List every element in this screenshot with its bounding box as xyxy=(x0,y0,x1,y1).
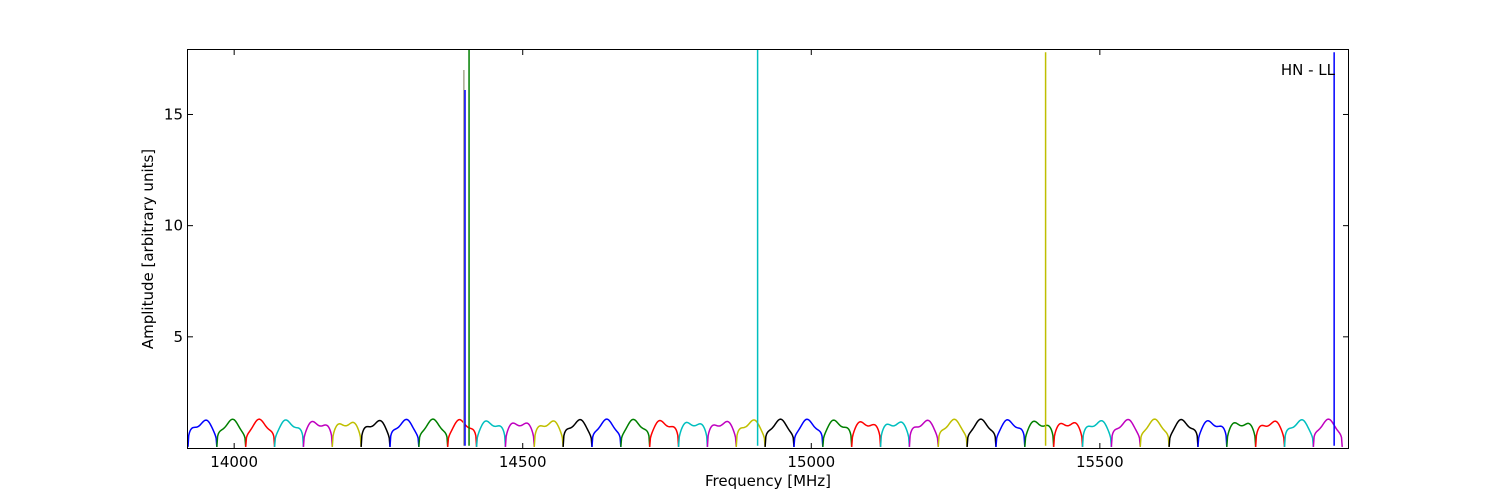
channel-line xyxy=(1052,421,1084,447)
channel-line xyxy=(735,419,766,447)
plot-annotation: HN - LL xyxy=(1281,61,1336,79)
channel-line xyxy=(389,418,420,447)
channel-line xyxy=(475,420,507,447)
channel-line xyxy=(879,421,911,447)
channel-line xyxy=(648,419,680,447)
channel-line xyxy=(1139,418,1170,447)
channel-line xyxy=(793,418,824,447)
channel-line xyxy=(331,421,362,447)
channel-line xyxy=(677,421,709,447)
channel-line xyxy=(1110,418,1141,447)
channel-line xyxy=(937,418,968,447)
channel-line xyxy=(764,418,795,447)
x-axis-label: Frequency [MHz] xyxy=(705,472,831,490)
channel-line xyxy=(418,418,449,447)
x-tick-label: 15500 xyxy=(1076,453,1124,471)
channel-line xyxy=(620,418,651,447)
channel-line xyxy=(302,420,334,447)
channel-line xyxy=(966,418,997,447)
channel-line xyxy=(533,420,564,447)
x-tick-label: 15000 xyxy=(787,453,835,471)
channel-line xyxy=(1168,418,1199,447)
x-tick-label: 14000 xyxy=(210,453,258,471)
channel-line xyxy=(1024,420,1055,447)
channel-line xyxy=(1283,418,1315,447)
channel-line xyxy=(822,419,853,447)
channel-line xyxy=(504,422,536,447)
spike-layer xyxy=(463,50,1335,446)
channel-line xyxy=(706,420,738,447)
channel-line xyxy=(187,419,218,447)
channel-line xyxy=(273,419,305,447)
y-tick-label: 5 xyxy=(173,328,183,346)
channel-line xyxy=(1312,418,1343,447)
channel-line xyxy=(995,419,1026,447)
channel-line xyxy=(1081,419,1113,447)
y-tick-label: 15 xyxy=(164,105,183,123)
series-layer xyxy=(187,418,1343,447)
channel-line xyxy=(244,418,276,447)
x-tick-label: 14500 xyxy=(499,453,547,471)
channel-line xyxy=(1226,422,1257,447)
channel-line xyxy=(562,418,593,447)
channel-line xyxy=(908,419,939,447)
y-axis-ticks: 5 10 15 xyxy=(164,105,1348,346)
channel-line xyxy=(850,421,882,447)
channel-line xyxy=(1197,419,1228,447)
x-axis-ticks: 14000 14500 15000 15500 xyxy=(210,50,1124,471)
channel-line xyxy=(446,418,478,447)
channel-line xyxy=(216,418,247,447)
channel-line xyxy=(591,418,622,447)
plot-frame xyxy=(187,49,1349,449)
channel-line xyxy=(1254,420,1286,447)
y-tick-label: 10 xyxy=(164,217,183,235)
y-axis-label: Amplitude [arbitrary units] xyxy=(139,149,157,349)
channel-line xyxy=(360,419,391,447)
